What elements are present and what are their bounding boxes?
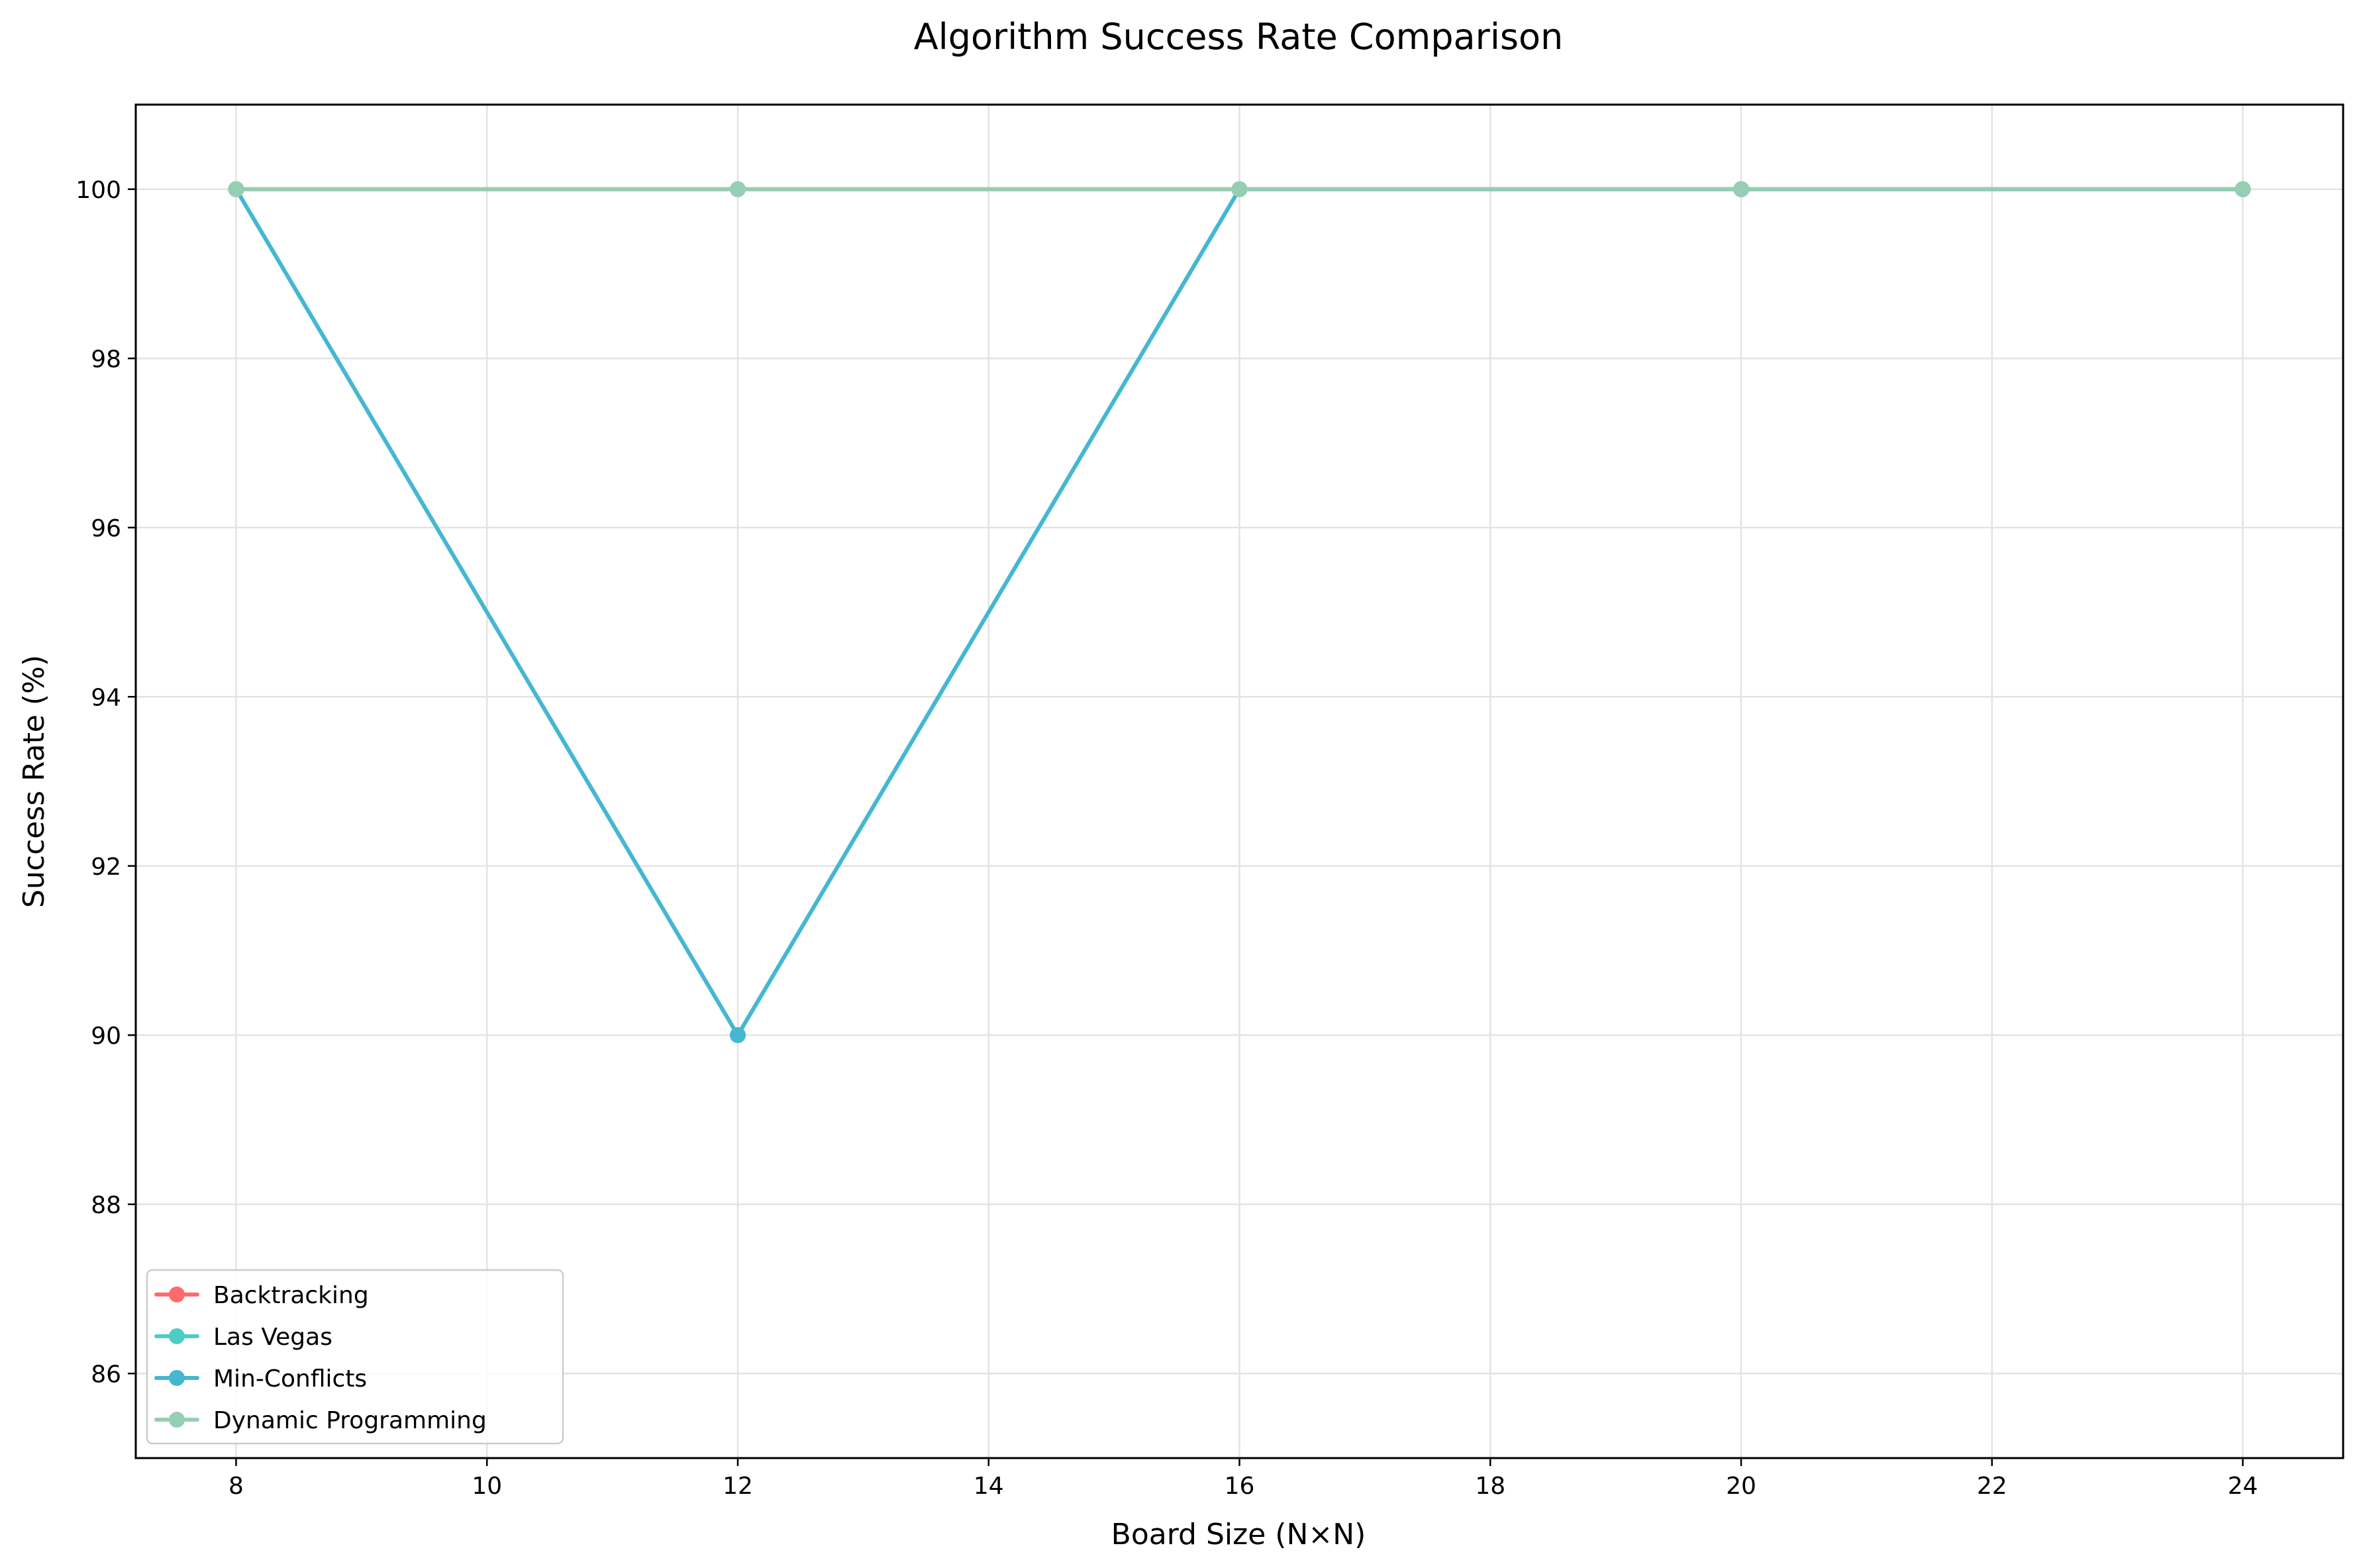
x-tick-label: 24 [2228, 1473, 2258, 1500]
axis-ticks: 8 10 12 14 16 18 20 22 24 86 88 90 92 94 96 98 100 [75, 177, 2258, 1500]
y-tick-label: 88 [91, 1192, 121, 1219]
legend-item-dynamic-programming: Dynamic Programming [154, 1407, 487, 1434]
legend-label: Las Vegas [213, 1324, 332, 1351]
y-tick-label: 96 [91, 515, 121, 542]
y-tick-label: 100 [75, 177, 121, 204]
x-tick-label: 10 [472, 1473, 502, 1500]
grid [136, 105, 2343, 1458]
y-tick-label: 86 [91, 1361, 121, 1388]
x-tick-label: 16 [1225, 1473, 1255, 1500]
legend-item-las-vegas: Las Vegas [154, 1324, 332, 1351]
x-tick-label: 14 [974, 1473, 1004, 1500]
legend-swatch-marker [169, 1328, 185, 1344]
x-tick-label: 12 [723, 1473, 753, 1500]
y-tick-label: 98 [91, 346, 121, 373]
legend-swatch-marker [169, 1412, 185, 1428]
y-tick-label: 90 [91, 1022, 121, 1050]
y-axis-label: Success Rate (%) [17, 655, 51, 908]
legend: Backtracking Las Vegas Min-Conflicts Dynami… [146, 1269, 564, 1445]
legend-swatch-marker [169, 1370, 185, 1386]
legend-label: Dynamic Programming [213, 1407, 487, 1434]
legend-label: Min-Conflicts [213, 1365, 367, 1393]
x-tick-label: 8 [228, 1473, 244, 1500]
data-point-dynamic-programming [1231, 181, 1248, 197]
x-tick-label: 18 [1475, 1473, 1505, 1500]
series-layer [228, 181, 2251, 1044]
x-axis-label: Board Size (N×N) [1111, 1518, 1366, 1551]
x-tick-label: 22 [1977, 1473, 2007, 1500]
data-point-min-conflicts [730, 1027, 746, 1044]
chart-title: Algorithm Success Rate Comparison [914, 16, 1563, 58]
data-point-dynamic-programming [730, 181, 746, 197]
series-dynamic-programming [228, 181, 2251, 197]
y-tick-label: 92 [91, 854, 121, 881]
y-tick-label: 94 [91, 684, 121, 711]
legend-box [146, 1269, 564, 1445]
legend-swatch-marker [169, 1287, 185, 1302]
data-point-dynamic-programming [2235, 181, 2251, 197]
data-point-dynamic-programming [1733, 181, 1749, 197]
legend-item-backtracking: Backtracking [154, 1282, 369, 1309]
x-tick-label: 20 [1726, 1473, 1756, 1500]
legend-label: Backtracking [213, 1282, 369, 1309]
data-point-dynamic-programming [228, 181, 244, 197]
legend-item-min-conflicts: Min-Conflicts [154, 1365, 367, 1393]
